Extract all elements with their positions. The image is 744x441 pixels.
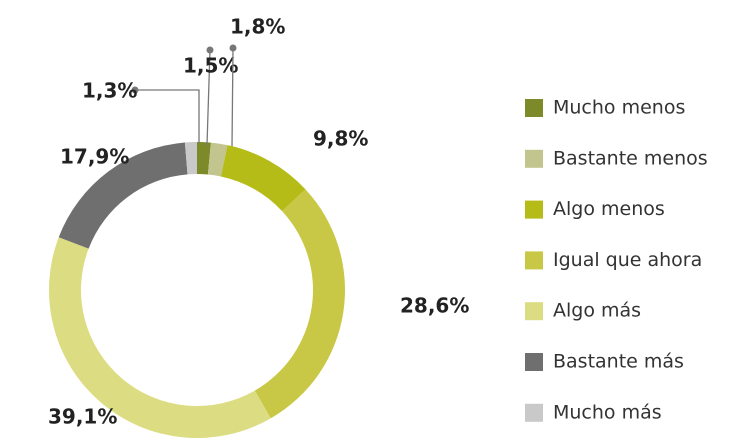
value-label: 1,3% [82,79,137,103]
legend-label: Bastante menos [553,147,708,169]
value-label: 1,8% [230,15,285,39]
value-label: 1,5% [183,54,238,78]
leader-dot [229,44,237,52]
value-label: 9,8% [313,127,368,151]
leader-line [231,47,234,148]
donut-segment [254,189,345,419]
value-label: 28,6% [400,294,469,318]
legend-label: Igual que ahora [553,249,702,271]
legend-label: Bastante más [553,351,684,373]
legend-label: Mucho más [553,401,662,423]
donut-segment [197,142,211,175]
leader-dot [206,46,214,54]
leader-dot [131,86,139,94]
legend-swatch [525,251,543,270]
donut-segment [207,142,228,177]
legend-swatch [525,99,543,117]
legend-swatch [525,302,543,321]
donut-segment [184,142,197,175]
legend-swatch [525,403,543,422]
legend-swatch [525,353,543,371]
donut-segment [58,142,188,249]
legend-label: Algo menos [553,198,665,220]
leader-line [135,89,200,143]
legend-swatch [525,200,543,219]
legend-swatch [525,149,543,168]
value-label: 39,1% [48,405,117,429]
leader-line [206,49,211,146]
donut-segment [220,145,306,212]
donut-segment [48,237,271,438]
legend-label: Mucho menos [553,97,685,119]
legend-label: Algo más [553,300,641,322]
value-label: 17,9% [60,145,129,169]
